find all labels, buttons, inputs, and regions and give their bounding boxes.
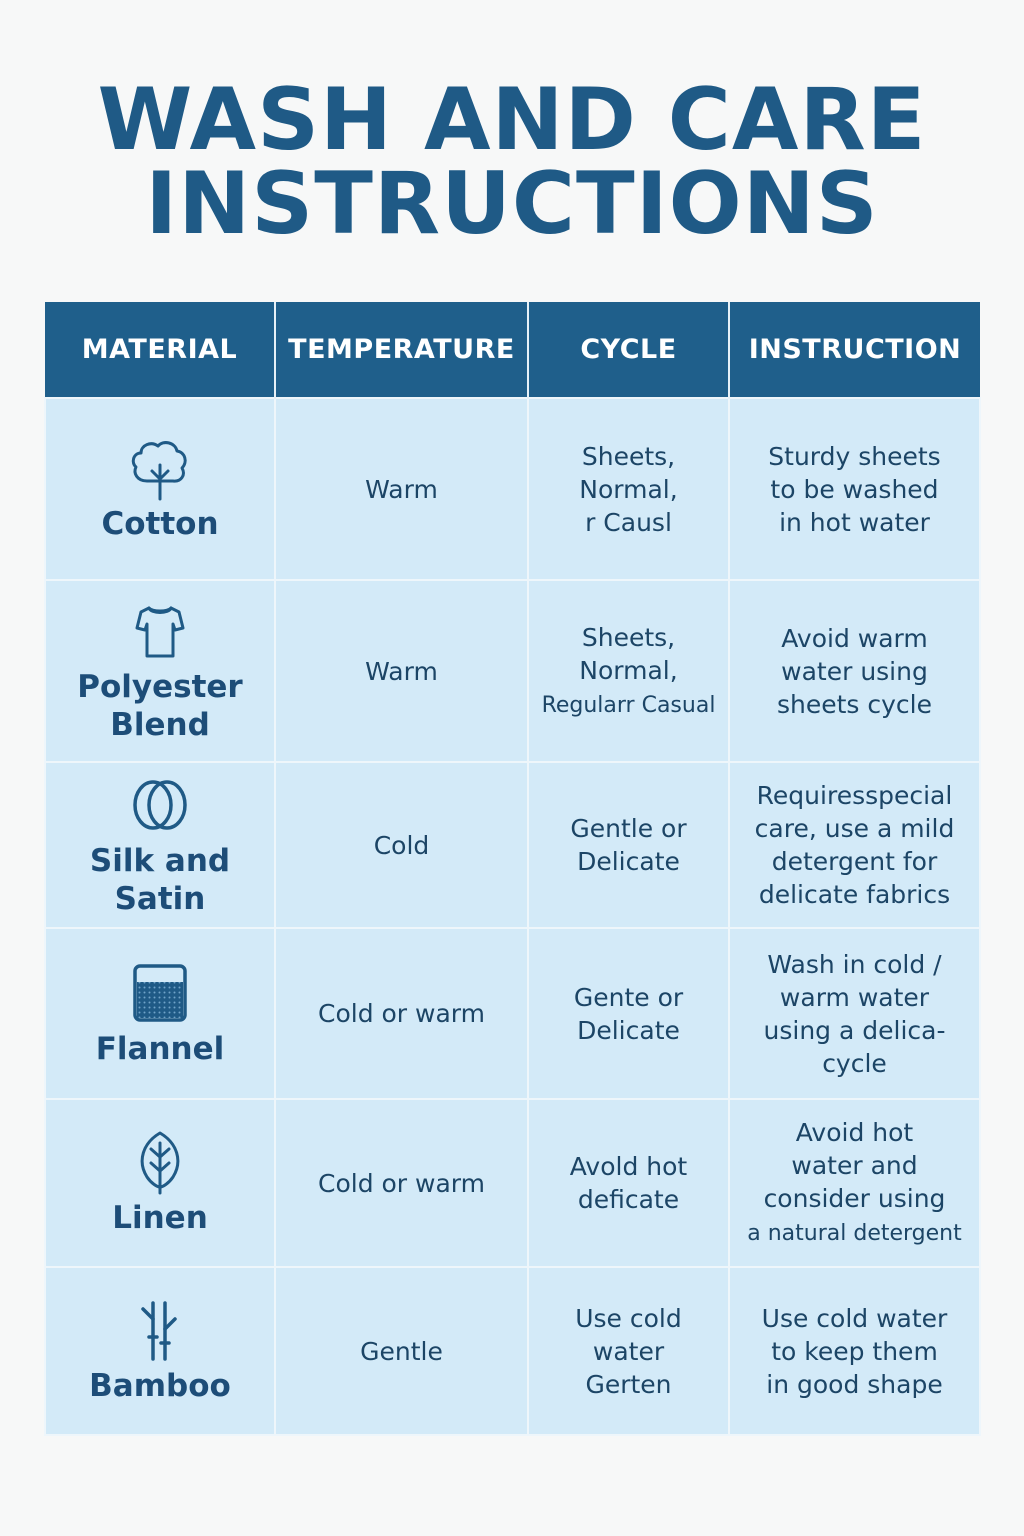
flannel-fabric-icon <box>133 963 187 1022</box>
instruction-cell: Avoid hot water and consider using a nat… <box>728 1098 981 1268</box>
temperature-cell: Warm <box>274 579 529 763</box>
cycle-text-extra: Regularr Casual <box>541 692 716 718</box>
cycle-cell: Sheets, Normal, Regularr Casual <box>527 579 730 763</box>
silk-rings-icon <box>133 780 187 830</box>
table-row: Bamboo Gentle Use cold water Gerten Use … <box>44 1266 981 1436</box>
temperature-cell: Cold or warm <box>274 927 529 1100</box>
table-row: Polyester Blend Warm Sheets, Normal, Reg… <box>44 579 981 763</box>
care-instructions-table: MATERIAL TEMPERATURE CYCLE INSTRUCTION C… <box>44 302 981 1436</box>
cycle-cell: Gente or Delicate <box>527 927 730 1100</box>
header-material: MATERIAL <box>45 302 275 398</box>
page-title-line-2: INSTRUCTIONS <box>145 154 879 254</box>
bamboo-icon <box>141 1301 177 1361</box>
material-name: Silk and Satin <box>89 843 231 917</box>
instruction-cell: Use cold water to keep them in good shap… <box>728 1266 981 1436</box>
cycle-cell: Sheets, Normal, r Causl <box>527 397 730 581</box>
table-row: Cotton Warm Sheets, Normal, r Causl Stur… <box>44 397 981 581</box>
leaf-icon <box>140 1131 180 1195</box>
material-cell: Cotton <box>44 397 276 581</box>
temperature-cell: Warm <box>274 397 529 581</box>
material-cell: Bamboo <box>44 1266 276 1436</box>
shirt-icon <box>135 606 185 658</box>
instruction-cell: Sturdy sheets to be washed in hot water <box>728 397 981 581</box>
material-name: Cotton <box>101 506 219 542</box>
instruction-text-extra: a natural detergent <box>747 1221 962 1246</box>
material-cell: Flannel <box>44 927 276 1100</box>
material-name: Flannel <box>95 1030 225 1067</box>
cycle-text: Sheets, Normal, <box>579 622 678 685</box>
table-row: Silk and Satin Cold Gentle or Delicate R… <box>44 761 981 929</box>
instruction-cell: Requiresspecial care, use a mild deterge… <box>728 761 981 929</box>
instruction-cell: Avoid warm water using sheets cycle <box>728 579 981 763</box>
page-title: WASH AND CARE INSTRUCTIONS <box>0 70 1024 254</box>
instruction-cell: Wash in cold / warm water using a delica… <box>728 927 981 1100</box>
table-row: Flannel Cold or warm Gente or Delicate W… <box>44 927 981 1100</box>
header-temperature: TEMPERATURE <box>274 302 528 398</box>
cycle-cell: Avold hot deficate <box>527 1098 730 1268</box>
header-cycle: CYCLE <box>527 302 729 398</box>
material-name: Linen <box>112 1200 208 1236</box>
table-header-row: MATERIAL TEMPERATURE CYCLE INSTRUCTION <box>45 302 980 398</box>
instruction-text: Avoid hot water and consider using <box>763 1118 946 1213</box>
material-cell: Linen <box>44 1098 276 1268</box>
temperature-cell: Gentle <box>274 1266 529 1436</box>
material-name: Bamboo <box>89 1368 231 1404</box>
cycle-cell: Use cold water Gerten <box>527 1266 730 1436</box>
header-instruction: INSTRUCTION <box>728 302 980 398</box>
material-name: Polyester Blend <box>77 669 243 743</box>
cotton-plant-icon <box>131 441 187 501</box>
temperature-cell: Cold <box>274 761 529 929</box>
material-cell: Silk and Satin <box>44 761 276 929</box>
material-cell: Polyester Blend <box>44 579 276 763</box>
cycle-cell: Gentle or Delicate <box>527 761 730 929</box>
page-title-line-1: WASH AND CARE <box>97 70 927 170</box>
temperature-cell: Cold or warm <box>274 1098 529 1268</box>
table-row: Linen Cold or warm Avold hot deficate Av… <box>44 1098 981 1268</box>
